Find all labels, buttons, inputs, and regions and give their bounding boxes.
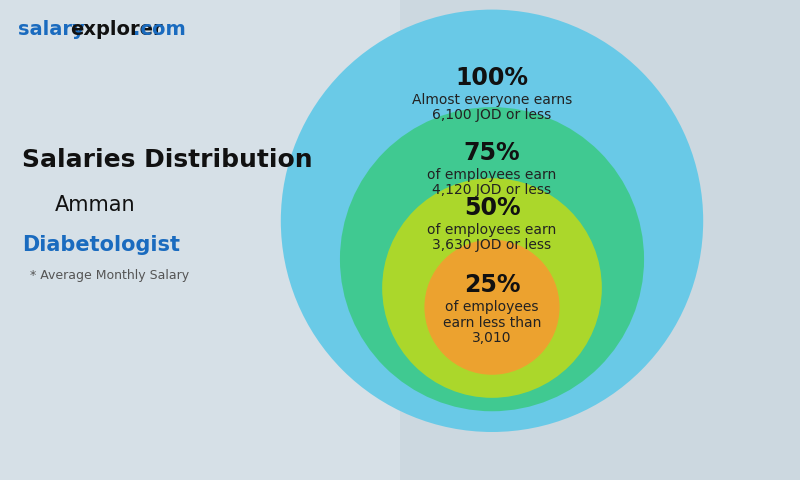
Text: 3,630 JOD or less: 3,630 JOD or less (433, 239, 551, 252)
Text: Diabetologist: Diabetologist (22, 235, 180, 255)
Circle shape (340, 107, 644, 411)
Text: 50%: 50% (464, 196, 520, 220)
Circle shape (425, 240, 559, 375)
Text: 6,100 JOD or less: 6,100 JOD or less (432, 108, 552, 122)
Text: salary: salary (18, 20, 85, 39)
Text: Amman: Amman (55, 195, 136, 215)
Text: of employees earn: of employees earn (427, 223, 557, 237)
Text: Salaries Distribution: Salaries Distribution (22, 148, 313, 172)
Text: of employees: of employees (446, 300, 538, 314)
Text: of employees earn: of employees earn (427, 168, 557, 182)
Text: explorer: explorer (70, 20, 162, 39)
Text: earn less than: earn less than (443, 315, 541, 330)
Circle shape (281, 10, 703, 432)
Circle shape (382, 178, 602, 398)
Text: 100%: 100% (455, 66, 529, 90)
Text: * Average Monthly Salary: * Average Monthly Salary (30, 268, 189, 281)
Text: 4,120 JOD or less: 4,120 JOD or less (433, 183, 551, 197)
Text: 3,010: 3,010 (472, 331, 512, 345)
Bar (0, 0, 400, 480)
Text: .com: .com (133, 20, 186, 39)
Text: Almost everyone earns: Almost everyone earns (412, 93, 572, 107)
Text: 75%: 75% (464, 141, 520, 165)
Text: 25%: 25% (464, 273, 520, 297)
